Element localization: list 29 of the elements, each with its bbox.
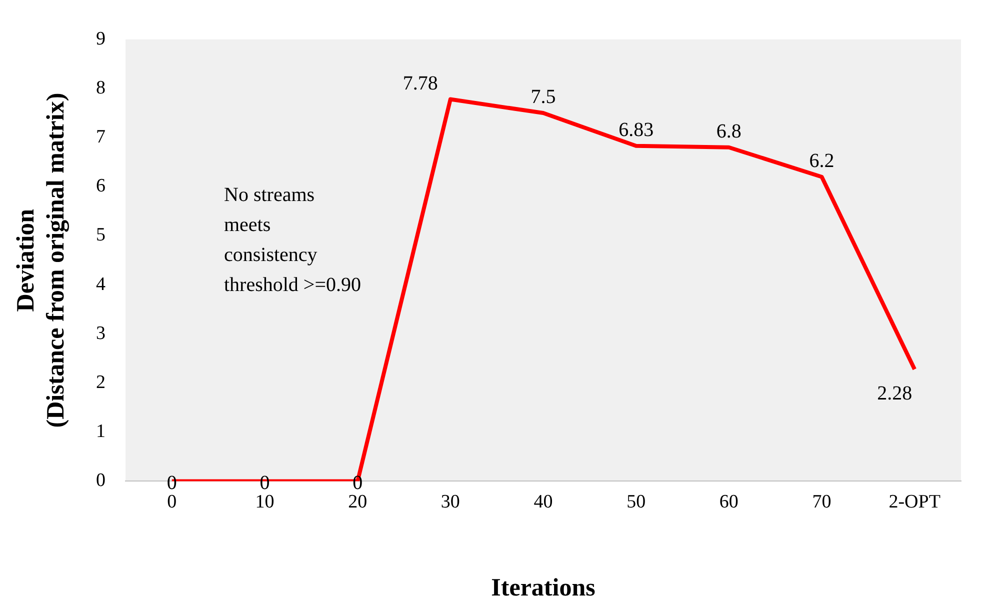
data-label: 6.2 <box>809 150 834 172</box>
annotation: No streams meets consistency threshold >=0.90 <box>224 183 362 298</box>
data-label: 0 <box>166 472 177 494</box>
x-tick-label: 2-OPT <box>888 492 941 513</box>
data-label: 7.5 <box>530 86 556 108</box>
data-label: 2.28 <box>877 382 912 404</box>
y-tick-label: 3 <box>96 322 106 344</box>
y-tick-label: 6 <box>96 176 106 197</box>
x-tick-label: 20 <box>348 492 368 513</box>
x-tick-label: 50 <box>626 492 646 513</box>
x-axis-title: Iterations <box>491 574 596 602</box>
y-tick-label: 1 <box>96 421 106 442</box>
data-label: 7.78 <box>402 72 438 94</box>
data-label: 6.83 <box>618 118 654 141</box>
x-tick-label: 30 <box>440 492 460 513</box>
y-tick-label: 8 <box>96 77 106 98</box>
x-tick-label: 70 <box>812 492 832 513</box>
x-tick-label: 10 <box>255 492 274 513</box>
y-axis-title: Deviation (Distance from original matrix) <box>12 92 70 428</box>
y-tick-label: 4 <box>96 274 106 295</box>
x-tick-label: 40 <box>534 492 553 513</box>
data-label: 6.8 <box>716 120 742 142</box>
y-tick-label: 7 <box>96 126 106 148</box>
y-tick-label: 2 <box>96 372 106 394</box>
y-tick-label: 9 <box>96 28 106 50</box>
y-tick-label: 5 <box>96 224 106 246</box>
x-tick-label: 0 <box>167 492 177 513</box>
y-tick-label: 0 <box>96 470 106 492</box>
x-tick-label: 60 <box>719 492 738 513</box>
